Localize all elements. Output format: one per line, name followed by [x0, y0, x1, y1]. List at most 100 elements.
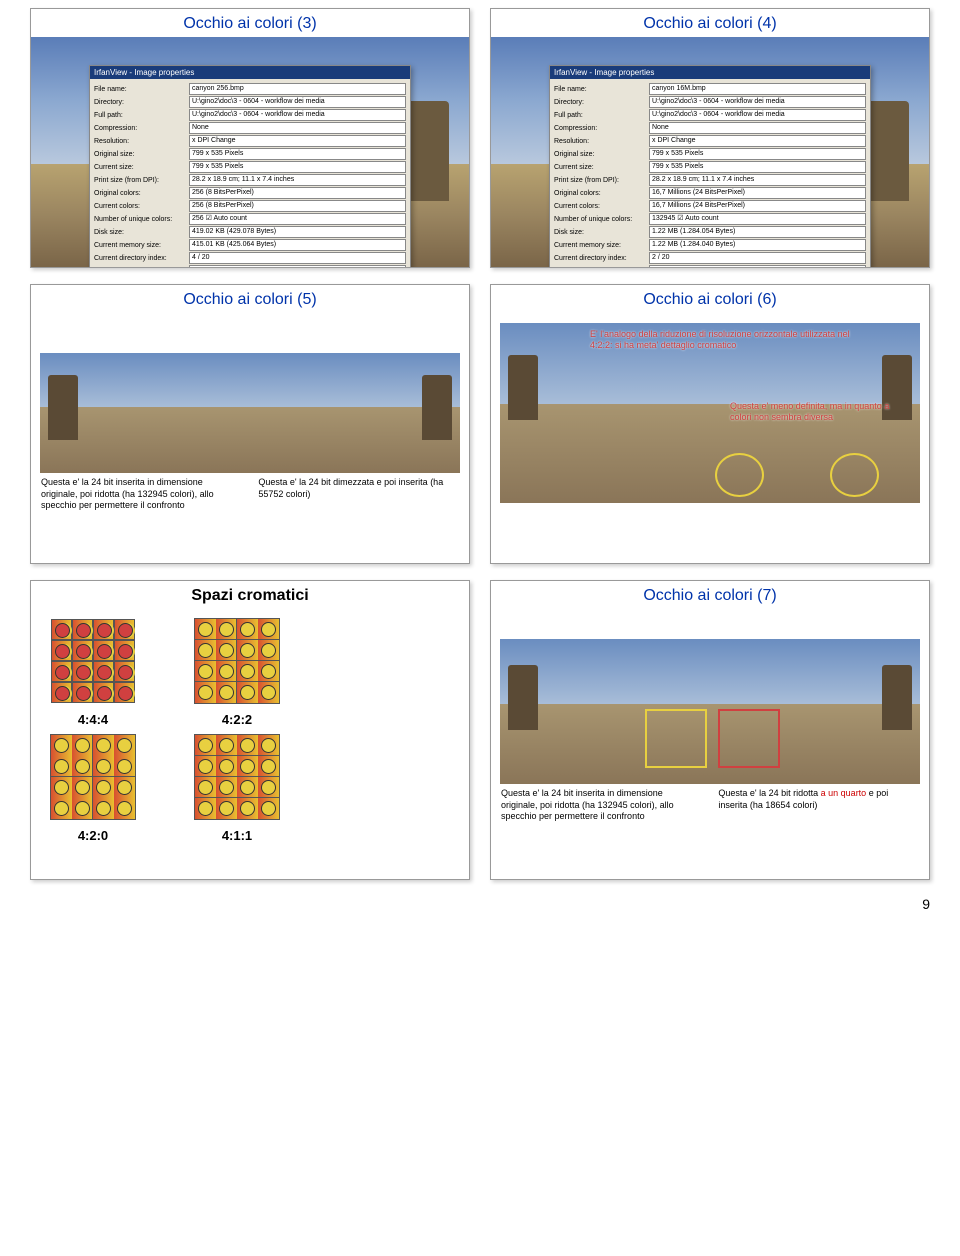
dialog-field: U:\gino2\doc\3 - 0604 - workflow dei med… [649, 96, 866, 108]
rect-highlight-yellow [645, 709, 707, 768]
dialog-row: Full path:U:\gino2\doc\3 - 0604 - workfl… [554, 109, 866, 121]
slide-title: Occhio ai colori (4) [491, 9, 929, 37]
dialog-field: 4 / 20 [189, 252, 406, 264]
dialog-row: Current directory index:4 / 20 [94, 252, 406, 264]
slide-occhio-5: Occhio ai colori (5) Questa e' la 24 bit… [30, 284, 470, 564]
dialog-row: Directory:U:\gino2\doc\3 - 0604 - workfl… [554, 96, 866, 108]
dialog-row: Current directory index:2 / 20 [554, 252, 866, 264]
rect-highlight-red [718, 709, 780, 768]
slide-title: Occhio ai colori (6) [491, 285, 929, 313]
dialog-label: Number of unique colors: [554, 216, 649, 223]
caption-row: Questa e' la 24 bit inserita in dimensio… [491, 784, 929, 827]
dialog-label: Current size: [94, 164, 189, 171]
dialog-label: Full path: [554, 112, 649, 119]
slide-row-1: Occhio ai colori (3) IrfanView - Image p… [0, 0, 960, 276]
dialog-field: 415.01 KB (425.064 Bytes) [189, 239, 406, 251]
dialog-field: 132945 ☑ Auto count [649, 213, 866, 225]
dialog-label: Print size (from DPI): [554, 177, 649, 184]
slide-row-3: Spazi cromatici 4:4:4 4:2:2 4:2:0 [0, 572, 960, 888]
dialog-label: Full path: [94, 112, 189, 119]
dialog-row: Disk size:419.02 KB (429.078 Bytes) [94, 226, 406, 238]
dialog-field: 256 ☑ Auto count [189, 213, 406, 225]
panorama: E' l'analogo della riduzione di risoluzi… [500, 323, 920, 503]
panorama [40, 353, 460, 473]
dialog-field: 799 x 535 Pixels [189, 161, 406, 173]
panorama [500, 639, 920, 784]
dialog-row: Full path:U:\gino2\doc\3 - 0604 - workfl… [94, 109, 406, 121]
dialog-field: canyon 256.bmp [189, 83, 406, 95]
slide-occhio-4: Occhio ai colori (4) IrfanView - Image p… [490, 8, 930, 268]
dialog-row: Current memory size:1.22 MB (1.284.040 B… [554, 239, 866, 251]
circle-highlight [715, 453, 764, 497]
dialog-label: Print size (from DPI): [94, 177, 189, 184]
dialog-field: canyon 16M.bmp [649, 83, 866, 95]
dialog-row: Number of unique colors:256 ☑ Auto count [94, 213, 406, 225]
dialog-label: Current memory size: [94, 242, 189, 249]
dialog-label: Current directory index: [554, 255, 649, 262]
caption-right: Questa e' la 24 bit dimezzata e poi inse… [258, 477, 459, 512]
subsample-411: 4:1:1 [195, 735, 279, 843]
dialog-row: Original colors:16,7 Millions (24 BitsPe… [554, 187, 866, 199]
dialog-label: Current memory size: [554, 242, 649, 249]
dialog-row: Original size:799 x 535 Pixels [94, 148, 406, 160]
slide-occhio-6: Occhio ai colori (6) E' l'analogo della … [490, 284, 930, 564]
dialog-row: Current memory size:415.01 KB (425.064 B… [94, 239, 406, 251]
landscape-bg: IrfanView - Image properties File name:c… [491, 37, 929, 267]
dialog-field: 799 x 535 Pixels [649, 161, 866, 173]
landscape-bg: IrfanView - Image properties File name:c… [31, 37, 469, 267]
dialog-row: Current colors:256 (8 BitsPerPixel) [94, 200, 406, 212]
dialog-field: x DPI Change [649, 135, 866, 147]
slide-title: Occhio ai colori (5) [31, 285, 469, 313]
dialog-label: Disk size: [554, 229, 649, 236]
subsample-422: 4:2:2 [195, 619, 279, 727]
dialog-label: Current size: [554, 164, 649, 171]
irfanview-dialog-right: IrfanView - Image properties File name:c… [549, 65, 871, 267]
label-444: 4:4:4 [51, 712, 135, 727]
dialog-field: 16,7 Millions (24 BitsPerPixel) [649, 200, 866, 212]
dialog-row: Current colors:16,7 Millions (24 BitsPer… [554, 200, 866, 212]
label-411: 4:1:1 [195, 828, 279, 843]
caption-left: Questa e' la 24 bit inserita in dimensio… [501, 788, 702, 823]
caption-text-red: a un quarto [821, 788, 867, 798]
dialog-field: 28.2 x 18.9 cm; 11.1 x 7.4 inches [189, 174, 406, 186]
slide-row-2: Occhio ai colori (5) Questa e' la 24 bit… [0, 276, 960, 572]
slide-title: Occhio ai colori (7) [491, 581, 929, 609]
caption-row: Questa e' la 24 bit inserita in dimensio… [31, 473, 469, 516]
dialog-label: Resolution: [94, 138, 189, 145]
dialog-row: Print size (from DPI):28.2 x 18.9 cm; 11… [94, 174, 406, 186]
spazi-body: 4:4:4 4:2:2 4:2:0 4:1:1 [31, 609, 469, 861]
dialog-field: U:\gino2\doc\3 - 0604 - workflow dei med… [189, 96, 406, 108]
dialog-label: Original size: [94, 151, 189, 158]
slide-occhio-3: Occhio ai colori (3) IrfanView - Image p… [30, 8, 470, 268]
dialog-label: File name: [94, 86, 189, 93]
dialog-row: Original colors:256 (8 BitsPerPixel) [94, 187, 406, 199]
dialog-label: Disk size: [94, 229, 189, 236]
slide-title: Occhio ai colori (3) [31, 9, 469, 37]
caption-right: Questa e' la 24 bit ridotta a un quarto … [718, 788, 919, 823]
page-number: 9 [0, 888, 960, 920]
dialog-field: 1.22 MB (1.284.040 Bytes) [649, 239, 866, 251]
dialog-label: File name: [554, 86, 649, 93]
overlay-text-2: Questa e' meno definita, ma in quanto a … [730, 401, 900, 423]
slide-spazi-cromatici: Spazi cromatici 4:4:4 4:2:2 4:2:0 [30, 580, 470, 880]
dialog-row: Number of unique colors:132945 ☑ Auto co… [554, 213, 866, 225]
page: Occhio ai colori (3) IrfanView - Image p… [0, 0, 960, 920]
dialog-row: File name:canyon 16M.bmp [554, 83, 866, 95]
dialog-row: Compression:None [94, 122, 406, 134]
dialog-row: Original size:799 x 535 Pixels [554, 148, 866, 160]
dialog-field: 1.22 MB (1.284.054 Bytes) [649, 226, 866, 238]
dialog-row: Resolution: x DPI Change [94, 135, 406, 147]
dialog-field: 2 / 20 [649, 252, 866, 264]
dialog-field: 28.2 x 18.9 cm; 11.1 x 7.4 inches [649, 174, 866, 186]
dialog-label: Original colors: [94, 190, 189, 197]
dialog-label: Compression: [554, 125, 649, 132]
dialog-label: Current colors: [554, 203, 649, 210]
dialog-row: Disk size:1.22 MB (1.284.054 Bytes) [554, 226, 866, 238]
dialog-row: Current size:799 x 535 Pixels [554, 161, 866, 173]
dialog-field: U:\gino2\doc\3 - 0604 - workflow dei med… [189, 109, 406, 121]
dialog-field: 256 (8 BitsPerPixel) [189, 187, 406, 199]
irfanview-dialog-left: IrfanView - Image properties File name:c… [89, 65, 411, 267]
dialog-row: Current size:799 x 535 Pixels [94, 161, 406, 173]
overlay-text-1: E' l'analogo della riduzione di risoluzi… [590, 329, 850, 351]
dialog-field: 419.02 KB (429.078 Bytes) [189, 226, 406, 238]
